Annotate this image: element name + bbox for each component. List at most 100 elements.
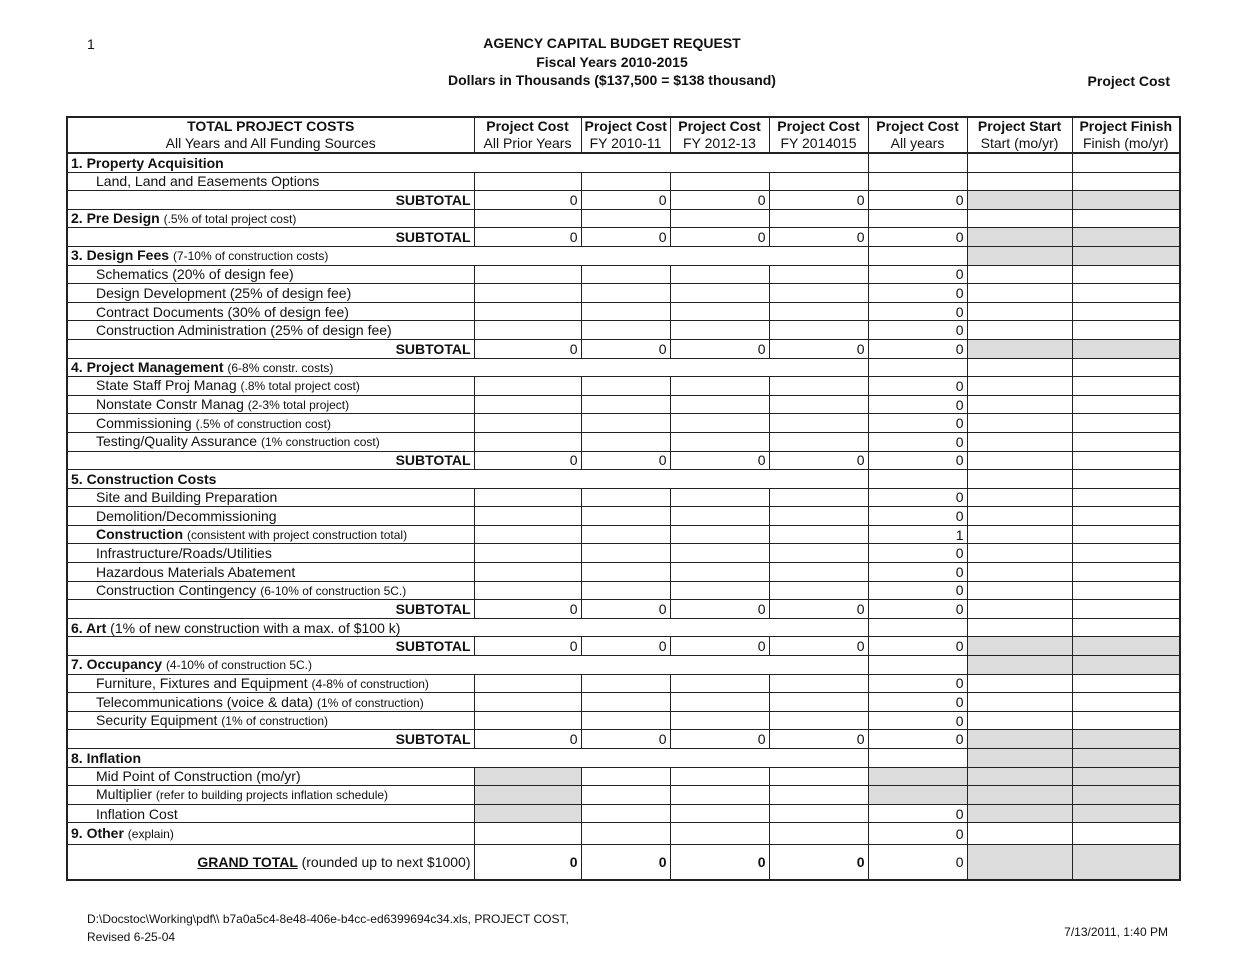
cost-cell[interactable]: 0 [768,599,869,619]
start-date-cell[interactable] [966,338,1073,359]
cost-cell[interactable]: 0 [867,394,968,415]
cost-cell[interactable] [669,506,770,526]
cost-cell[interactable]: 0 [580,227,671,247]
cost-cell[interactable] [473,562,582,582]
finish-date-cell[interactable] [1071,357,1181,378]
finish-date-cell[interactable] [1071,283,1181,303]
cost-cell[interactable] [669,580,770,601]
finish-date-cell[interactable] [1071,822,1181,846]
cost-cell[interactable] [473,413,582,433]
cost-cell[interactable] [473,673,582,694]
cost-cell[interactable]: 0 [580,729,671,749]
start-date-cell[interactable] [966,394,1073,415]
cost-cell[interactable] [580,394,671,415]
cost-cell[interactable] [768,208,869,229]
cost-cell[interactable] [768,283,869,303]
finish-date-cell[interactable] [1071,264,1181,285]
start-date-cell[interactable] [966,524,1073,545]
cost-cell[interactable]: 0 [867,264,968,285]
finish-date-cell[interactable] [1071,394,1181,415]
finish-date-cell[interactable] [1071,543,1181,564]
cost-cell[interactable] [580,822,671,846]
cost-cell[interactable] [768,506,869,526]
cost-cell[interactable] [768,785,869,805]
cost-cell[interactable] [580,264,671,285]
cost-cell[interactable] [473,524,582,545]
cost-cell[interactable] [768,413,869,433]
finish-date-cell[interactable] [1071,320,1181,340]
cost-cell[interactable] [867,655,968,675]
start-date-cell[interactable] [966,208,1073,229]
cost-cell[interactable]: 0 [768,338,869,359]
cost-cell[interactable]: 0 [768,844,869,881]
finish-date-cell[interactable] [1071,655,1181,675]
finish-date-cell[interactable] [1071,152,1181,173]
cost-cell[interactable]: 0 [867,562,968,582]
cost-cell[interactable] [768,171,869,192]
cost-cell[interactable] [580,710,671,731]
cost-cell[interactable]: 0 [867,301,968,322]
cost-cell[interactable] [580,562,671,582]
cost-cell[interactable] [580,283,671,303]
start-date-cell[interactable] [966,766,1073,787]
cost-cell[interactable]: 0 [768,450,869,471]
cost-cell[interactable] [473,543,582,564]
cost-cell[interactable] [473,283,582,303]
start-date-cell[interactable] [966,543,1073,564]
finish-date-cell[interactable] [1071,580,1181,601]
cost-cell[interactable]: 0 [669,450,770,471]
cost-cell[interactable] [669,487,770,508]
finish-date-cell[interactable] [1071,190,1181,210]
cost-cell[interactable] [867,785,968,805]
start-date-cell[interactable] [966,636,1073,657]
cost-cell[interactable] [669,394,770,415]
finish-date-cell[interactable] [1071,506,1181,526]
cost-cell[interactable] [669,562,770,582]
cost-cell[interactable]: 0 [580,844,671,881]
cost-cell[interactable] [768,431,869,452]
cost-cell[interactable]: 0 [669,729,770,749]
cost-cell[interactable]: 0 [669,338,770,359]
cost-cell[interactable] [473,320,582,340]
cost-cell[interactable] [669,301,770,322]
cost-cell[interactable] [473,822,582,846]
cost-cell[interactable]: 0 [669,844,770,881]
cost-cell[interactable]: 0 [473,729,582,749]
cost-cell[interactable] [867,152,968,173]
cost-cell[interactable]: 0 [768,636,869,657]
cost-cell[interactable] [669,822,770,846]
start-date-cell[interactable] [966,413,1073,433]
start-date-cell[interactable] [966,227,1073,247]
cost-cell[interactable] [768,301,869,322]
start-date-cell[interactable] [966,320,1073,340]
start-date-cell[interactable] [966,580,1073,601]
cost-cell[interactable]: 0 [580,450,671,471]
cost-cell[interactable]: 0 [580,636,671,657]
cost-cell[interactable] [768,394,869,415]
cost-cell[interactable] [473,264,582,285]
cost-cell[interactable]: 0 [580,599,671,619]
finish-date-cell[interactable] [1071,844,1181,881]
cost-cell[interactable] [669,543,770,564]
cost-cell[interactable] [473,766,582,787]
cost-cell[interactable] [867,617,968,638]
finish-date-cell[interactable] [1071,376,1181,396]
start-date-cell[interactable] [966,822,1073,846]
finish-date-cell[interactable] [1071,636,1181,657]
cost-cell[interactable]: 0 [867,338,968,359]
cost-cell[interactable] [669,283,770,303]
start-date-cell[interactable] [966,785,1073,805]
cost-cell[interactable] [768,562,869,582]
cost-cell[interactable] [768,264,869,285]
cost-cell[interactable] [867,357,968,378]
cost-cell[interactable] [669,710,770,731]
finish-date-cell[interactable] [1071,692,1181,712]
cost-cell[interactable] [473,803,582,824]
cost-cell[interactable] [580,803,671,824]
cost-cell[interactable] [580,692,671,712]
start-date-cell[interactable] [966,673,1073,694]
start-date-cell[interactable] [966,562,1073,582]
finish-date-cell[interactable] [1071,431,1181,452]
cost-cell[interactable] [473,580,582,601]
cost-cell[interactable] [768,766,869,787]
